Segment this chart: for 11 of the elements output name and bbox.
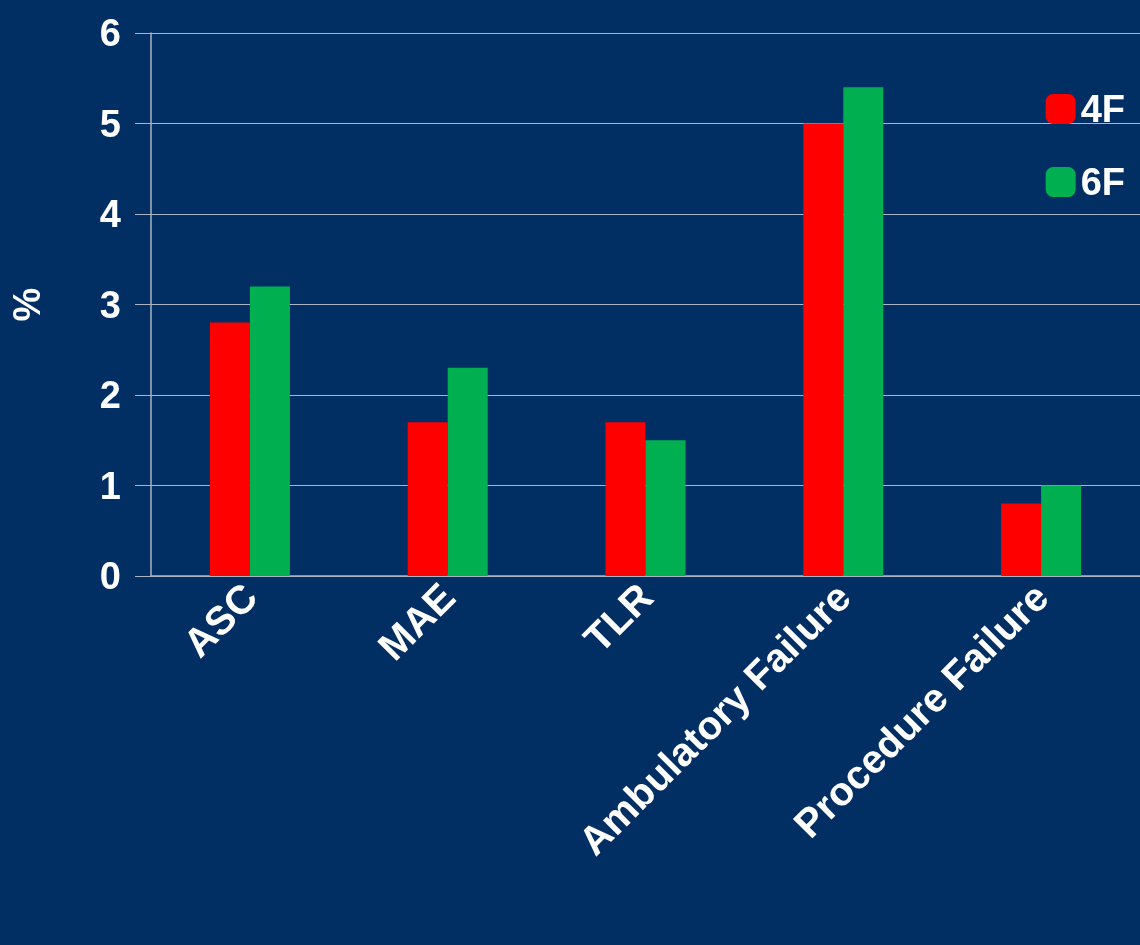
y-tick-label: 3 [99, 283, 121, 326]
legend-label: 4F [1080, 88, 1126, 130]
y-axis-title: % [6, 287, 48, 322]
y-tick-label: 1 [99, 464, 121, 507]
x-tick-label: TLR [574, 574, 662, 661]
y-tick-label: 2 [99, 374, 121, 416]
legend-label: 6F [1080, 161, 1126, 203]
y-tick-label: 5 [99, 102, 121, 145]
y-tick-label: 0 [99, 555, 121, 597]
y-tick-label: 4 [99, 193, 121, 235]
y-tick-label: 6 [99, 12, 121, 54]
